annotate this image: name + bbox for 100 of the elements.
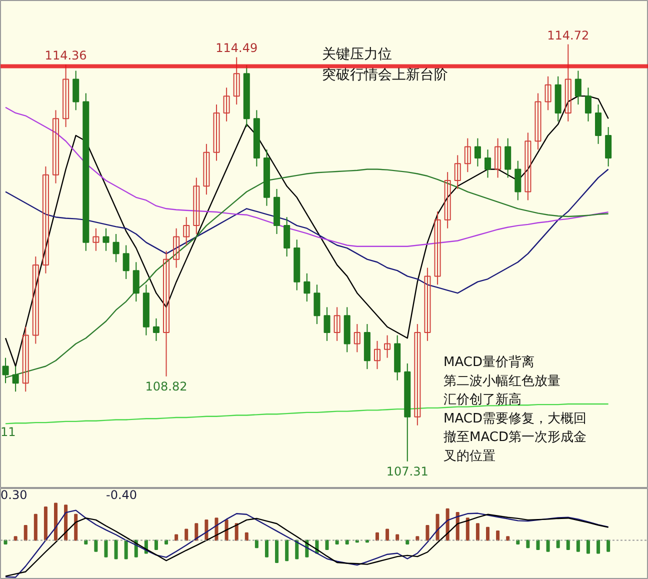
bar [174, 534, 178, 541]
candlestick [334, 306, 340, 342]
candlestick [304, 272, 310, 302]
bar [24, 524, 28, 541]
bar [184, 528, 188, 541]
bar [54, 502, 58, 541]
bar [375, 532, 379, 541]
bar [536, 540, 540, 550]
bar [426, 524, 430, 541]
candlestick [474, 138, 481, 167]
candlestick [32, 256, 39, 344]
bar [526, 540, 530, 548]
bar [34, 514, 38, 541]
annotation: 突破行情会上新台阶 [322, 67, 448, 84]
candlestick [223, 87, 230, 122]
candlestick [544, 76, 552, 111]
annotation: MACD量价背离 [444, 354, 535, 370]
candlestick [72, 70, 80, 111]
bar [386, 528, 390, 541]
candlestick [284, 216, 290, 257]
candlestick [584, 87, 592, 122]
candlestick [2, 357, 9, 384]
candlestick [354, 324, 360, 353]
candlestick [424, 267, 431, 342]
bar [14, 536, 18, 541]
candlestick [314, 284, 320, 325]
annotation: 叉的位置 [444, 448, 496, 464]
annotation: 关键压力位 [322, 46, 392, 62]
annotation: 114.72 [547, 28, 590, 42]
candlestick [102, 228, 110, 252]
bar [486, 526, 490, 541]
candlestick [384, 334, 391, 358]
candlestick [534, 92, 542, 150]
candlestick [122, 244, 130, 280]
candlestick [434, 210, 441, 286]
bar [606, 540, 610, 552]
bar [154, 540, 158, 550]
candlestick [22, 326, 29, 392]
bar [275, 540, 279, 563]
bar [285, 540, 289, 562]
candlestick [203, 143, 210, 196]
annotation: 114.49 [216, 41, 258, 56]
bar [596, 540, 600, 554]
bar [44, 506, 48, 541]
candlestick [163, 250, 170, 377]
bar [104, 540, 108, 558]
bar [396, 534, 400, 541]
bar [124, 540, 128, 560]
bar [476, 523, 480, 541]
candlestick [52, 110, 60, 184]
bar [74, 514, 78, 541]
candlestick [524, 132, 532, 201]
bar [546, 540, 550, 552]
candlestick [183, 216, 190, 246]
bar [224, 519, 228, 541]
bar [576, 540, 580, 552]
candlestick [605, 126, 612, 167]
text: 0.30 [0, 488, 28, 502]
candlestick [92, 228, 100, 252]
candlestick [193, 177, 200, 234]
bar [406, 540, 410, 544]
candlestick [213, 104, 220, 162]
bar [466, 518, 470, 541]
candlestick [374, 340, 381, 370]
bar [295, 540, 299, 560]
bar [64, 504, 68, 541]
candlestick [464, 138, 471, 173]
bar [94, 540, 98, 552]
annotation: MACD需要修复，大概回 [444, 411, 587, 426]
bar [496, 530, 500, 541]
bar [244, 532, 248, 541]
candlestick [444, 172, 451, 229]
annotation: 第二波小幅红色放量 [444, 374, 561, 389]
candlestick [132, 262, 140, 302]
candlestick [173, 228, 180, 268]
annotation: 11 [0, 425, 16, 440]
candlestick [42, 166, 49, 274]
candlestick [595, 104, 602, 144]
bar [114, 540, 118, 560]
candlestick [574, 70, 582, 106]
candlestick [414, 324, 421, 426]
annotation: 汇价创了新高 [444, 392, 522, 408]
annotation: 108.82 [145, 379, 188, 394]
candlestick [12, 366, 19, 392]
bar [264, 540, 268, 558]
bar [345, 540, 349, 544]
annotation: 撤至MACD第一次形成金 [444, 430, 587, 446]
candlestick [112, 233, 120, 263]
candlestick [454, 154, 461, 190]
candlestick [484, 149, 492, 178]
bar [325, 540, 329, 550]
candlestick [494, 138, 502, 178]
candlestick [233, 56, 240, 106]
bar [566, 540, 570, 550]
bar [586, 540, 590, 554]
bar [234, 523, 238, 541]
annotation: 107.31 [386, 464, 428, 478]
bar [506, 536, 510, 541]
candlestick [504, 138, 512, 178]
annotation: 114.36 [44, 48, 87, 63]
